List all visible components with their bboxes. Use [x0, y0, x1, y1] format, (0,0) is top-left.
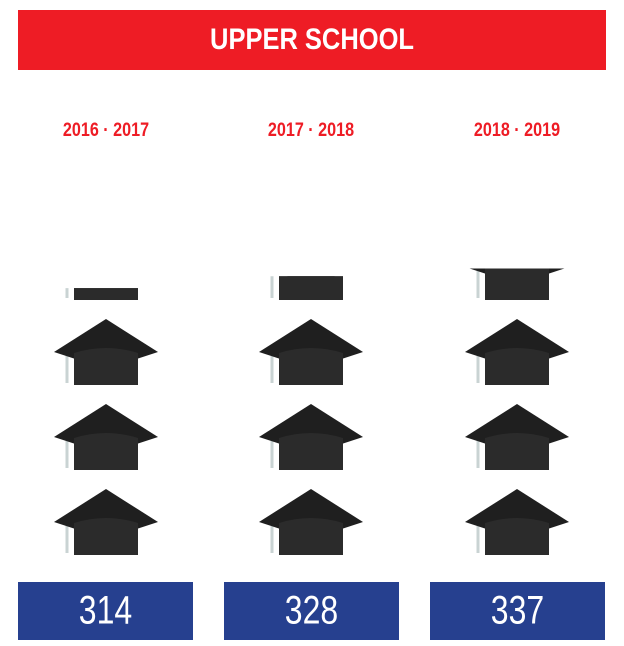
- cap-crown-front: [279, 348, 343, 385]
- cap-crown-front: [485, 268, 549, 300]
- cap-stack: [54, 234, 158, 555]
- chart-title: UPPER SCHOOL: [210, 22, 414, 55]
- value-label: 328: [285, 587, 338, 632]
- value-label: 337: [491, 587, 544, 632]
- cap-crown-front: [74, 288, 138, 300]
- cap-crown-front: [279, 276, 343, 300]
- value-box: [430, 582, 605, 640]
- title-banner: [18, 10, 606, 70]
- cap-board: [54, 234, 158, 284]
- cap-crown-front: [74, 348, 138, 385]
- cap-crown-front: [485, 433, 549, 470]
- cap-crown-front: [279, 433, 343, 470]
- cap-crown-front: [485, 348, 549, 385]
- cap-crown-front: [74, 518, 138, 555]
- year-label: 2016 · 2017: [63, 119, 149, 141]
- value-label: 314: [79, 587, 132, 632]
- year-label: 2017 · 2018: [268, 119, 354, 141]
- cap-crown-front: [485, 518, 549, 555]
- cap-stack: [259, 276, 363, 555]
- cap-crown-front: [279, 518, 343, 555]
- value-box: [18, 582, 193, 640]
- cap-crown-front: [74, 433, 138, 470]
- cap-stack: [465, 268, 569, 555]
- year-label: 2018 · 2019: [474, 119, 560, 141]
- value-box: [224, 582, 399, 640]
